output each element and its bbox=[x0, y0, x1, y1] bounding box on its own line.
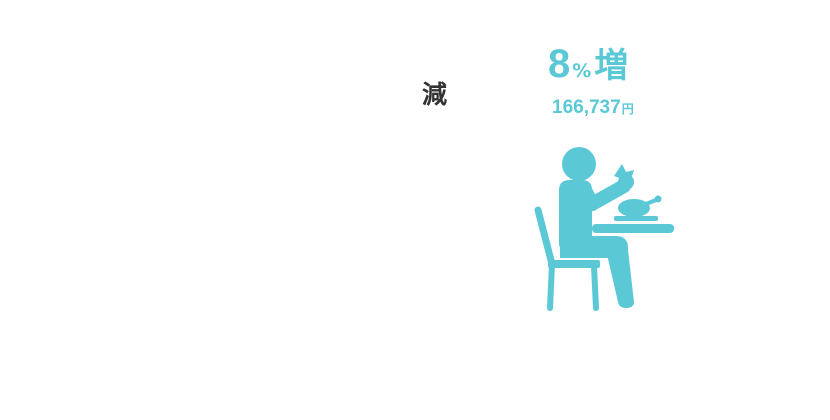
dining-person-icon bbox=[534, 147, 674, 311]
amount-unit: 円 bbox=[621, 102, 634, 116]
percent-sign: % bbox=[572, 60, 592, 82]
increase-percent-row: 8 %増 bbox=[548, 44, 658, 84]
increase-amount-value: 166,737 bbox=[552, 97, 621, 118]
increase-stat: 8 %増 166,737円 bbox=[548, 44, 658, 117]
increase-percent-value: 8 bbox=[548, 42, 571, 86]
increase-amount-row: 166,737円 bbox=[552, 98, 658, 117]
decrease-label: 減 bbox=[422, 80, 448, 109]
increase-word: 増 bbox=[594, 46, 629, 86]
